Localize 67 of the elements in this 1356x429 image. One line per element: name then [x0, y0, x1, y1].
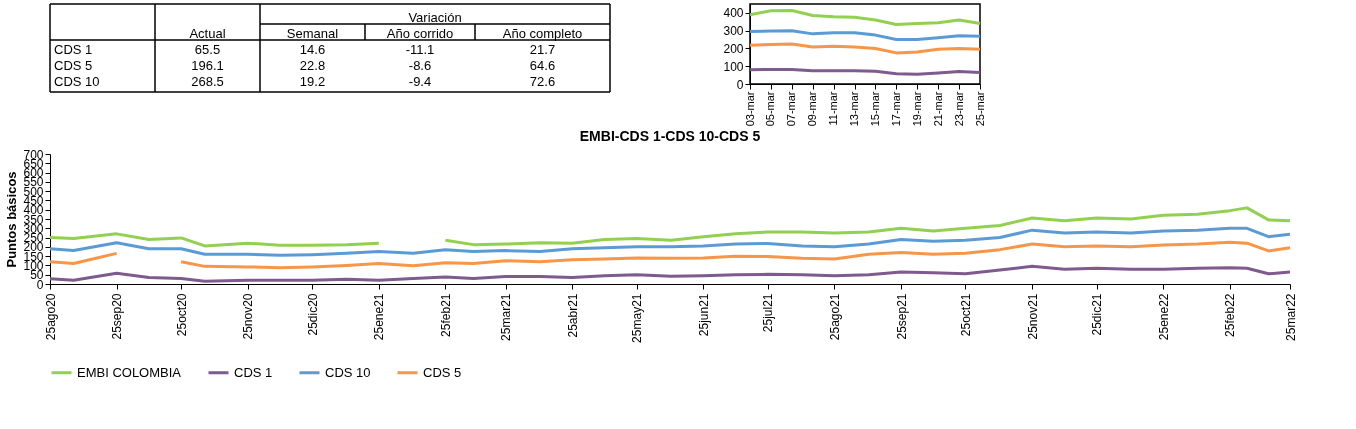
category-label: Año completo: [502, 26, 583, 41]
legend-label: CDS 10: [325, 364, 371, 380]
line-series: [748, 42, 982, 55]
x-tick-label: 25jun21: [696, 293, 711, 337]
text: Variación: [408, 10, 462, 25]
chart-title: EMBI-CDS 1-CDS 10-CDS 5: [579, 128, 761, 144]
text: 268.5: [191, 74, 224, 89]
text: 196.1: [191, 58, 224, 73]
x-tick-label: 25jul21: [761, 293, 776, 333]
category-label: Actual: [189, 26, 226, 41]
category-label: CDS 1: [54, 42, 93, 57]
legend-label: CDS 1: [234, 364, 273, 380]
text: -8.6: [408, 58, 432, 73]
x-tick-label: 11-mar: [827, 91, 840, 126]
x-tick-label: 25ene21: [372, 293, 387, 341]
text: 64.6: [529, 58, 556, 73]
x-tick-label: 15-mar: [868, 91, 881, 127]
y-tick-label: 200: [723, 41, 744, 56]
text: 72.6: [529, 74, 556, 89]
category-label: CDS 5: [54, 58, 93, 73]
x-tick-label: 25-mar: [973, 91, 986, 127]
x-tick-label: 25may21: [630, 293, 645, 343]
x-tick-label: 17-mar: [889, 91, 902, 127]
x-tick-label: 07-mar: [785, 91, 798, 127]
category-label: Año corrido: [386, 26, 454, 41]
category-label: CDS 10: [54, 74, 100, 89]
x-tick-label: 25feb21: [438, 293, 453, 337]
x-tick-label: 25oct20: [174, 293, 189, 337]
text: -9.4: [408, 74, 432, 89]
x-tick-label: 25dic21: [1090, 293, 1105, 336]
x-tick-label: 25ene22: [1156, 293, 1171, 341]
x-tick-label: 13-mar: [848, 91, 861, 127]
y-tick-label: 0: [736, 77, 744, 92]
legend-label: CDS 5: [423, 364, 462, 380]
category-label: Semanal: [286, 26, 339, 41]
text: 21.7: [529, 42, 556, 57]
y-tick-label: 400: [723, 6, 744, 21]
y-tick-label: 100: [723, 59, 744, 74]
text: 22.8: [299, 58, 326, 73]
text: -11.1: [405, 42, 435, 57]
x-tick-label: 25oct21: [958, 293, 973, 337]
x-tick-label: 25dic20: [305, 293, 320, 336]
text: 14.6: [299, 42, 326, 57]
x-tick-label: 03-mar: [743, 91, 756, 127]
x-tick-label: 25mar21: [499, 293, 514, 341]
x-tick-label: 05-mar: [764, 91, 777, 127]
x-tick-label: 25abr21: [565, 293, 580, 338]
x-tick-label: 25ago20: [43, 293, 58, 341]
x-tick-label: 21-mar: [931, 91, 944, 127]
x-tick-label: 25mar22: [1283, 293, 1298, 341]
line-series: [48, 226, 1292, 257]
x-tick-label: 23-mar: [952, 91, 965, 127]
x-tick-label: 25ago21: [827, 293, 842, 341]
x-tick-label: 09-mar: [806, 91, 819, 127]
x-tick-label: 25sep21: [894, 293, 909, 340]
x-tick-label: 25sep20: [110, 293, 125, 340]
line-series: [748, 9, 982, 26]
text: 65.5: [194, 42, 221, 57]
x-tick-label: 25nov21: [1025, 293, 1040, 340]
x-tick-label: 25nov20: [241, 293, 256, 340]
y-tick-label: 300: [723, 24, 744, 39]
legend-label: EMBI COLOMBIA: [77, 364, 182, 380]
x-tick-label: 25feb22: [1223, 293, 1238, 337]
x-tick-label: 19-mar: [910, 91, 923, 127]
text: 19.2: [299, 74, 326, 89]
y-axis-title: Puntos básicos: [4, 171, 20, 268]
line-series: [748, 29, 982, 42]
